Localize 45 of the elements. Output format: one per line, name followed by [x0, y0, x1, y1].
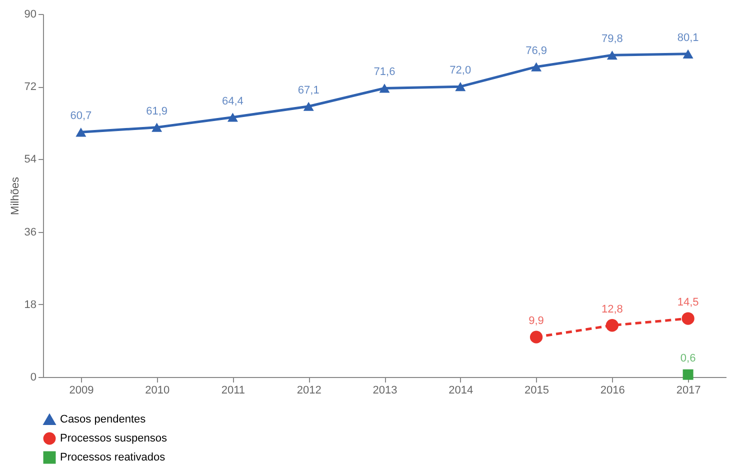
- x-tick-label: 2010: [145, 384, 170, 396]
- data-label: 12,8: [601, 303, 623, 316]
- data-label: 79,8: [601, 33, 623, 46]
- data-label: 64,4: [222, 95, 244, 108]
- point: [531, 62, 542, 72]
- x-tick-label: 2017: [676, 384, 701, 396]
- x-tick-label: 2011: [221, 384, 246, 396]
- y-axis-title: Milhões: [9, 176, 22, 215]
- x-tick-label: 2012: [296, 384, 322, 396]
- legend-label: Casos pendentes: [60, 414, 146, 426]
- data-label: 9,9: [528, 315, 544, 328]
- y-tick-label: 54: [24, 154, 36, 166]
- point: [303, 102, 314, 111]
- data-label: 80,1: [677, 32, 699, 44]
- point: [682, 312, 694, 325]
- y-tick-label: 0: [30, 372, 36, 384]
- x-tick-label: 2013: [372, 384, 398, 396]
- point: [455, 82, 466, 92]
- point: [227, 112, 238, 122]
- data-label: 14,5: [677, 296, 699, 309]
- point: [606, 319, 618, 332]
- point: [152, 122, 162, 132]
- x-tick-label: 2009: [69, 384, 94, 396]
- legend-label: Processos reativados: [60, 452, 166, 464]
- point: [606, 50, 618, 60]
- y-tick-label: 18: [24, 298, 36, 311]
- data-label: 76,9: [526, 44, 547, 57]
- point: [379, 84, 390, 93]
- y-tick-label: 36: [24, 226, 36, 238]
- data-label: 67,1: [298, 84, 320, 96]
- y-tick-label: 72: [24, 81, 36, 94]
- data-label: 71,6: [374, 66, 396, 78]
- legend-label: Processos suspensos: [60, 432, 168, 444]
- data-label: 60,7: [70, 110, 92, 122]
- x-tick-label: 2015: [524, 384, 550, 396]
- data-label: 72,0: [450, 64, 472, 77]
- point: [530, 330, 543, 344]
- x-tick-label: 2016: [600, 384, 625, 396]
- point: [682, 369, 694, 380]
- point: [76, 128, 86, 137]
- x-tick-label: 2014: [448, 384, 474, 396]
- point: [682, 49, 694, 58]
- data-label: 0,6: [680, 352, 696, 365]
- y-tick-label: 90: [24, 8, 36, 20]
- data-label: 61,9: [146, 105, 168, 118]
